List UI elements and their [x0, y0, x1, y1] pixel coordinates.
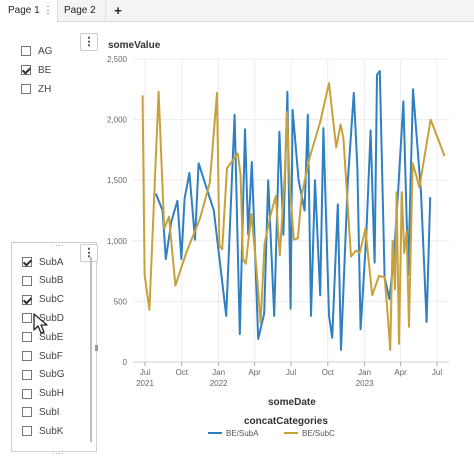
subcategory-option-label: SubC: [39, 294, 65, 306]
y-tick-label: 2,000: [107, 116, 128, 125]
checkbox-icon[interactable]: [22, 369, 32, 380]
subcategory-option[interactable]: SubD: [22, 310, 64, 326]
subcategory-option-label: SubD: [39, 312, 65, 324]
subcategory-filter: .... ⋮ .... SubA SubB SubC SubD SubE SubF SubG…: [11, 239, 98, 456]
y-tick-label: 2,500: [107, 55, 128, 64]
legend-title: concatCategories: [244, 416, 328, 427]
subcategory-option-label: SubK: [39, 425, 64, 437]
legend-label: BE/SubC: [302, 428, 335, 438]
tab-page-2-label: Page 2: [64, 5, 96, 16]
checkbox-icon[interactable]: [21, 84, 31, 94]
subcategory-option-label: SubB: [39, 275, 64, 287]
legend-swatch: [208, 432, 222, 434]
x-tick-label: Jul: [140, 368, 150, 377]
series-line-be-suba: [154, 70, 432, 351]
subcategory-option[interactable]: SubE: [22, 329, 63, 345]
checkbox-icon[interactable]: [22, 332, 32, 343]
x-tick-label: Oct: [322, 368, 335, 377]
region-option-ag[interactable]: AG: [21, 43, 52, 59]
subcategory-option-label: SubI: [39, 406, 60, 418]
x-tick-label: Jul: [432, 368, 442, 377]
checkbox-icon[interactable]: [21, 46, 31, 56]
checkbox-icon[interactable]: [22, 275, 32, 286]
checkbox-icon[interactable]: [22, 388, 32, 399]
legend-item-suba[interactable]: BE/SubA: [208, 427, 258, 439]
tab-menu-icon[interactable]: ⋮: [43, 5, 53, 16]
checkbox-icon[interactable]: [22, 407, 32, 418]
subcategory-option[interactable]: SubH: [22, 386, 64, 402]
subcategory-option[interactable]: SubK: [22, 423, 63, 439]
region-option-be[interactable]: BE: [21, 62, 51, 78]
tab-page-1-label: Page 1: [8, 5, 40, 16]
x-tick-label: Jan: [358, 368, 371, 377]
subcategory-option[interactable]: SubF: [22, 348, 63, 364]
legend-item-subc[interactable]: BE/SubC: [284, 427, 335, 439]
subcategory-option-label: SubA: [39, 256, 64, 268]
subcategory-option[interactable]: SubI: [22, 404, 60, 420]
y-tick-label: 1,500: [107, 176, 128, 185]
checkbox-icon[interactable]: [22, 351, 32, 361]
x-tick-year-label: 2021: [136, 379, 154, 388]
subcategory-option-label: SubH: [39, 388, 65, 400]
subcategory-option-label: SubF: [39, 350, 63, 362]
subcategory-option[interactable]: SubB: [22, 273, 63, 289]
region-option-label: BE: [38, 64, 52, 76]
mouse-cursor-icon: [33, 313, 48, 334]
tab-page-2[interactable]: Page 2: [58, 0, 106, 22]
page-tab-bar: Page 1 ⋮ Page 2 +: [0, 0, 474, 22]
y-axis-title: someValue: [108, 40, 161, 51]
subcategory-option-label: SubE: [39, 331, 64, 343]
add-page-button[interactable]: +: [114, 3, 122, 18]
y-tick-label: 500: [114, 297, 128, 306]
subcategory-option[interactable]: SubG: [22, 367, 65, 383]
x-tick-year-label: 2023: [356, 379, 374, 388]
resize-handle-right[interactable]: [95, 345, 98, 351]
y-tick-label: 0: [123, 358, 128, 367]
subcategory-option[interactable]: SubC: [22, 292, 64, 308]
x-tick-label: Apr: [394, 368, 407, 377]
legend-swatch: [284, 432, 298, 434]
x-tick-label: Jan: [212, 368, 225, 377]
resize-handle-bottom[interactable]: ....: [52, 447, 65, 456]
resize-handle-top[interactable]: ....: [52, 239, 65, 248]
subcategory-option[interactable]: SubA: [22, 254, 63, 270]
checkbox-checked-icon[interactable]: [21, 65, 31, 75]
checkbox-icon[interactable]: [22, 313, 32, 324]
tab-page-1[interactable]: Page 1 ⋮: [0, 0, 58, 22]
region-option-label: AG: [38, 45, 53, 57]
subcategory-filter-menu-button[interactable]: ⋮: [80, 244, 98, 262]
x-tick-year-label: 2022: [210, 379, 228, 388]
series-line-be-subc: [141, 82, 446, 351]
x-tick-label: Jul: [286, 368, 296, 377]
subcategory-option-label: SubG: [39, 369, 65, 381]
checkbox-checked-icon[interactable]: [22, 294, 32, 305]
checkbox-checked-icon[interactable]: [22, 257, 32, 267]
legend-label: BE/SubA: [226, 428, 259, 438]
y-tick-label: 1,000: [107, 237, 128, 246]
x-tick-label: Apr: [248, 368, 261, 377]
scrollbar[interactable]: [90, 257, 92, 442]
chart-menu-button[interactable]: ⋮: [80, 33, 98, 51]
region-option-zh[interactable]: ZH: [21, 81, 51, 97]
x-tick-label: Oct: [176, 368, 189, 377]
x-axis-title: someDate: [268, 397, 316, 408]
region-option-label: ZH: [38, 83, 52, 95]
checkbox-icon[interactable]: [22, 426, 32, 437]
